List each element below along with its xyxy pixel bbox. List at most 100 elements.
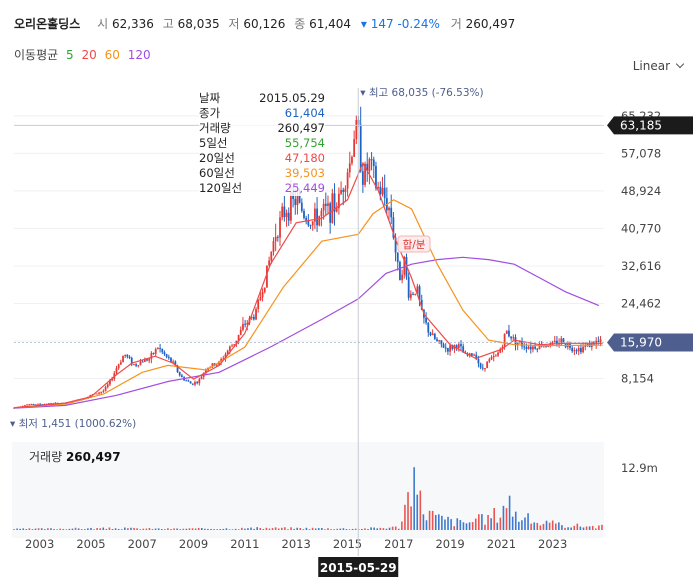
candle-body: [34, 404, 37, 406]
candle-body: [547, 346, 550, 348]
candle-body: [396, 252, 399, 263]
volume-bar: [31, 529, 34, 530]
candle-body: [39, 403, 42, 405]
candle-body: [449, 345, 451, 352]
volume-bar: [413, 467, 415, 530]
candle-body: [595, 340, 598, 345]
volume-bar: [478, 514, 480, 530]
candle-body: [494, 355, 497, 357]
volume-bar: [468, 522, 471, 530]
volume-bar: [102, 527, 105, 530]
candle-body: [525, 347, 528, 349]
volume-bar: [99, 528, 101, 530]
candle-body: [220, 358, 223, 362]
candle-body: [497, 352, 499, 356]
volume-bar: [502, 505, 505, 530]
volume-bar: [47, 528, 49, 530]
volume-bar: [348, 529, 351, 530]
candle-body: [409, 293, 412, 298]
volume-bar: [53, 528, 55, 530]
volume-bar: [416, 494, 419, 530]
volume-bar: [16, 528, 18, 530]
candle-body: [106, 384, 109, 387]
volume-bar: [77, 528, 80, 530]
candle-body: [290, 191, 292, 221]
candle-body: [215, 364, 218, 366]
candle-body: [392, 217, 395, 238]
volume-bar: [321, 527, 323, 530]
volume-bar: [268, 528, 271, 530]
stock-name: 오리온홀딩스: [14, 17, 81, 31]
volume-bar: [521, 520, 523, 530]
volume-bar: [511, 516, 514, 530]
volume-bar: [90, 527, 92, 530]
volume-bar: [124, 527, 126, 530]
volume-bar: [548, 522, 551, 530]
candle-body: [259, 297, 262, 301]
volume-bar: [244, 528, 246, 530]
candle-body: [54, 402, 57, 404]
candle-body: [176, 365, 179, 373]
volume-bar: [450, 519, 452, 530]
volume-bar: [422, 514, 425, 530]
moving-average-legend[interactable]: 이동평균 5 20 60 120: [14, 46, 155, 63]
candle-body: [152, 352, 155, 354]
candle-body: [231, 345, 233, 347]
volume-bar: [50, 528, 52, 530]
candle-body: [457, 344, 460, 348]
candle-body: [364, 163, 366, 185]
candle-body: [510, 336, 513, 339]
volume-bar: [299, 528, 302, 530]
x-tick-label: 2011: [230, 537, 259, 551]
candle-body: [316, 208, 318, 226]
candle-body: [477, 359, 480, 364]
volume-bar: [410, 506, 412, 530]
volume-bar: [43, 529, 46, 530]
candle-body: [26, 404, 28, 406]
candle-body: [536, 348, 539, 350]
candle-body: [451, 345, 454, 349]
candle-body: [111, 378, 114, 381]
open-label: 시: [97, 17, 109, 31]
candle-body: [401, 274, 404, 281]
y-tick-label: 8,154: [621, 371, 654, 385]
candle-body: [98, 392, 100, 394]
candle-body: [322, 203, 325, 211]
candle-body: [172, 361, 175, 363]
ma20-line: [13, 161, 603, 409]
volume-bar: [219, 529, 222, 530]
volume-bar: [65, 529, 68, 530]
candle-body: [538, 343, 541, 350]
volume-bar: [93, 529, 95, 530]
volume-bar: [518, 521, 520, 530]
volume-bar: [105, 528, 108, 530]
candle-body: [344, 188, 347, 192]
candle-body: [442, 344, 445, 348]
x-tick-label: 2015: [333, 537, 362, 551]
volume-bar: [594, 528, 597, 530]
tooltip-ma20-value: 47,180: [284, 151, 325, 165]
volume-panel-background: [12, 442, 604, 538]
ma-legend-label: 이동평균: [14, 48, 59, 62]
candle-body: [418, 286, 421, 300]
candle-body: [562, 338, 565, 344]
volume-bar: [401, 521, 403, 530]
candle-body: [444, 347, 447, 349]
volume-bar: [170, 529, 172, 530]
volume-bar: [508, 495, 511, 530]
scale-toggle[interactable]: Linear: [633, 59, 685, 73]
volume-bar: [582, 527, 585, 530]
candle-body: [484, 368, 486, 370]
candle-body: [331, 193, 334, 223]
candle-body: [514, 337, 517, 345]
candle-body: [189, 381, 192, 384]
close-label: 종: [294, 17, 306, 31]
ma60-legend: 60: [104, 48, 120, 62]
volume-bar: [441, 515, 443, 530]
candle-body: [412, 293, 414, 295]
candle-body: [285, 212, 288, 218]
volume-bar: [351, 528, 354, 530]
candle-body: [224, 354, 227, 359]
candle-body: [551, 342, 554, 344]
